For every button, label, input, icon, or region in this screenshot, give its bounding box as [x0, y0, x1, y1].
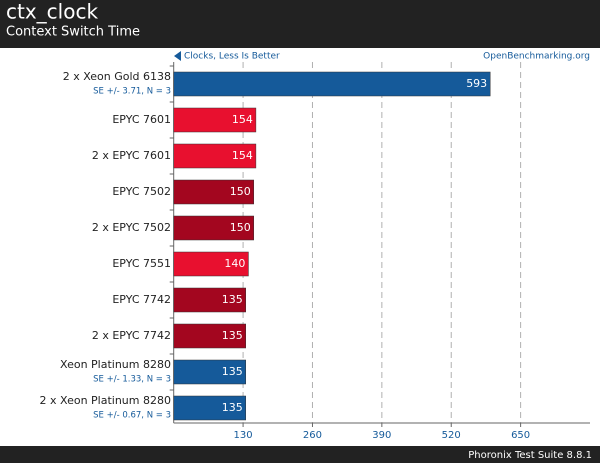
- bar: [173, 287, 247, 313]
- y-tick-label: 2 x Xeon Gold 6138: [63, 70, 171, 83]
- x-tick-label: 390: [372, 430, 391, 441]
- annotation: OpenBenchmarking.org: [483, 52, 590, 62]
- category-note: SE +/- 1.33, N = 3: [93, 375, 171, 385]
- bar: [173, 359, 247, 385]
- y-tick-label: EPYC 7742: [112, 293, 171, 306]
- footer-text: Phoronix Test Suite 8.8.1: [468, 450, 592, 461]
- bar: [173, 71, 491, 97]
- value-label: 135: [222, 365, 243, 378]
- bar: [173, 143, 257, 169]
- x-tick-label: 130: [234, 430, 253, 441]
- value-label: 150: [230, 185, 251, 198]
- header: [0, 0, 600, 48]
- bar: [173, 107, 257, 133]
- bar: [173, 179, 255, 205]
- bar: [173, 215, 255, 241]
- y-tick-label: 2 x Xeon Platinum 8280: [40, 394, 171, 407]
- y-tick-label: EPYC 7502: [112, 185, 171, 198]
- bar: [173, 323, 247, 349]
- value-label: 154: [232, 113, 253, 126]
- value-label: 593: [466, 77, 487, 90]
- direction-arrow: [174, 51, 181, 61]
- footer: [0, 446, 600, 463]
- annotation: Clocks, Less Is Better: [184, 52, 280, 62]
- y-tick-label: Xeon Platinum 8280: [60, 358, 171, 371]
- bar: [173, 251, 249, 277]
- y-tick-label: EPYC 7551: [112, 257, 171, 270]
- chart-subtitle: Context Switch Time: [6, 25, 140, 40]
- value-label: 150: [230, 221, 251, 234]
- category-note: SE +/- 0.67, N = 3: [93, 411, 171, 421]
- value-label: 135: [222, 293, 243, 306]
- y-tick-label: 2 x EPYC 7502: [92, 221, 171, 234]
- bar: [173, 395, 247, 421]
- value-label: 154: [232, 149, 253, 162]
- y-tick-label: 2 x EPYC 7742: [92, 329, 171, 342]
- x-tick-label: 520: [442, 430, 461, 441]
- value-label: 135: [222, 329, 243, 342]
- y-tick-label: EPYC 7601: [112, 113, 171, 126]
- y-tick-label: 2 x EPYC 7601: [92, 149, 171, 162]
- category-note: SE +/- 3.71, N = 3: [93, 87, 171, 97]
- x-tick-label: 650: [511, 430, 530, 441]
- value-label: 135: [222, 401, 243, 414]
- chart-title: ctx_clock: [6, 0, 98, 24]
- value-label: 140: [224, 257, 245, 270]
- x-tick-label: 260: [303, 430, 322, 441]
